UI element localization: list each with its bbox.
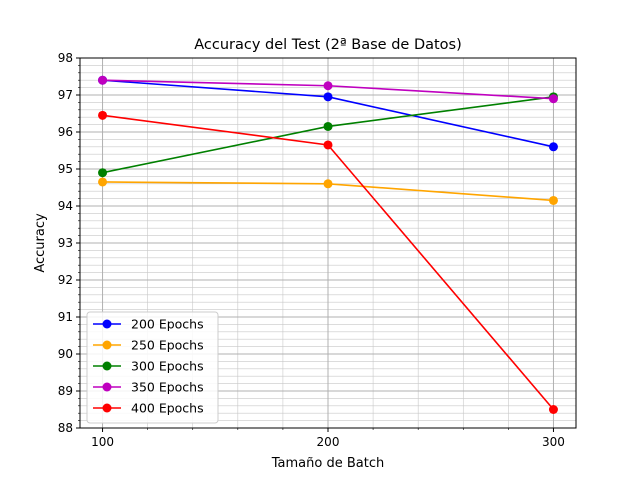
legend-label: 200 Epochs xyxy=(131,317,204,332)
y-tick-label: 94 xyxy=(58,199,73,213)
legend-label: 300 Epochs xyxy=(131,359,204,374)
data-point xyxy=(323,140,333,150)
legend-marker xyxy=(102,382,112,392)
data-point xyxy=(98,75,108,85)
data-point xyxy=(548,195,558,205)
y-tick-label: 92 xyxy=(58,273,73,287)
data-point xyxy=(98,110,108,120)
y-tick-label: 91 xyxy=(58,310,73,324)
data-point xyxy=(98,177,108,187)
y-tick-label: 96 xyxy=(58,125,73,139)
data-point xyxy=(323,92,333,102)
y-axis-label: Accuracy xyxy=(33,213,48,273)
series-group xyxy=(98,75,558,414)
data-point xyxy=(548,142,558,152)
legend-marker xyxy=(102,403,112,413)
legend-marker xyxy=(102,361,112,371)
y-tick-label: 95 xyxy=(58,162,73,176)
y-tick-label: 90 xyxy=(58,347,73,361)
x-tick-label: 300 xyxy=(542,435,565,449)
data-point xyxy=(323,121,333,131)
x-tick-label: 200 xyxy=(317,435,340,449)
legend-label: 250 Epochs xyxy=(131,338,204,353)
axis-ticks: 88 89 90 91 92 93 94 95 96 97 98 100 200 300 xyxy=(58,51,565,449)
data-point xyxy=(323,81,333,91)
chart-title: Accuracy del Test (2ª Base de Datos) xyxy=(194,37,462,53)
x-tick-label: 100 xyxy=(91,435,114,449)
legend: 200 Epochs 250 Epochs 300 Epochs 350 Epochs… xyxy=(86,311,219,424)
y-tick-label: 97 xyxy=(58,88,73,102)
y-tick-label: 98 xyxy=(58,51,73,65)
x-axis-label: Tamaño de Batch xyxy=(271,456,384,471)
data-point xyxy=(323,179,333,189)
legend-marker xyxy=(102,340,112,350)
y-tick-label: 88 xyxy=(58,421,73,435)
legend-label: 400 Epochs xyxy=(131,401,204,416)
legend-marker xyxy=(102,319,112,329)
y-tick-label: 93 xyxy=(58,236,73,250)
legend-box xyxy=(86,311,219,424)
y-tick-label: 89 xyxy=(58,384,73,398)
data-point xyxy=(98,168,108,178)
legend-label: 350 Epochs xyxy=(131,380,204,395)
data-point xyxy=(548,94,558,104)
data-point xyxy=(548,405,558,414)
